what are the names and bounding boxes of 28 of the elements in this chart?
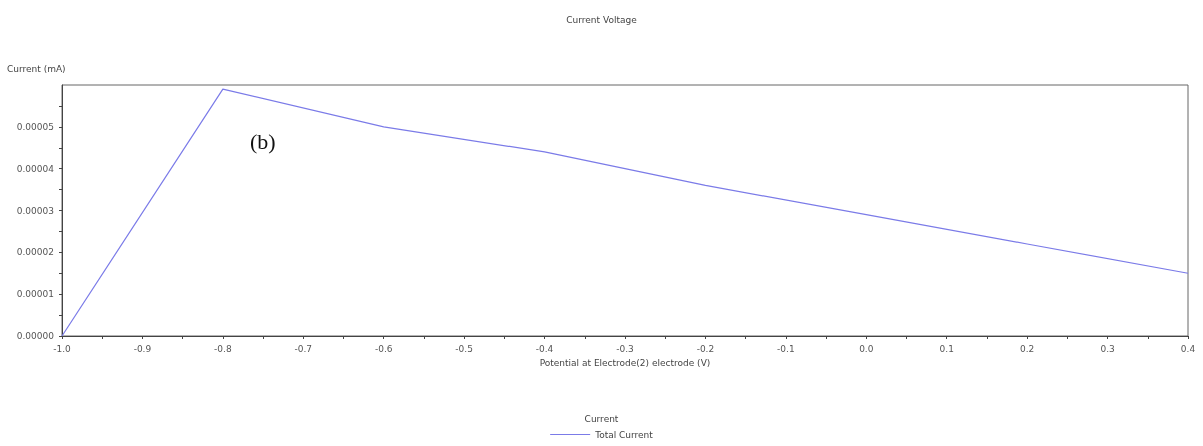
x-tick-label: -0.3 (616, 343, 634, 354)
y-tick-label: 0.00002 (16, 247, 54, 258)
y-axis-title: Current (mA) (7, 63, 66, 74)
x-tick-label: 0.2 (1019, 343, 1035, 354)
x-tick-label: 0.4 (1180, 343, 1196, 354)
x-tick-label: -0.2 (696, 343, 715, 354)
chart-title: Current Voltage (566, 14, 638, 25)
y-tick-label: 0.00003 (16, 205, 54, 216)
y-tick-label: 0.00000 (16, 331, 55, 341)
annotation: (b) (250, 128, 276, 154)
y-tick-label: 0.00005 (16, 121, 54, 132)
x-tick-label: 0.1 (939, 343, 954, 354)
x-tick-label: -0.8 (214, 343, 232, 354)
x-tick-label: -0.7 (294, 343, 313, 354)
legend-title: Current (584, 413, 619, 424)
x-tick-label: 0.0 (859, 343, 874, 354)
x-tick-label: -0.6 (374, 343, 393, 354)
x-axis-title: Potential at Electrode(2) electrode (V) (539, 357, 711, 368)
x-tick-label: -0.1 (777, 343, 795, 354)
y-tick-label: 0.00001 (16, 289, 54, 300)
x-tick-label: -1.0 (53, 343, 72, 354)
line-series (61, 88, 1189, 337)
legend-label: Total Current (594, 429, 654, 440)
y-tick-label: 0.00004 (16, 163, 55, 174)
x-tick-label: 0.3 (1100, 343, 1115, 354)
x-tick-label: -0.4 (535, 343, 554, 354)
x-tick-label: -0.9 (133, 343, 152, 354)
x-tick-label: -0.5 (455, 343, 473, 354)
